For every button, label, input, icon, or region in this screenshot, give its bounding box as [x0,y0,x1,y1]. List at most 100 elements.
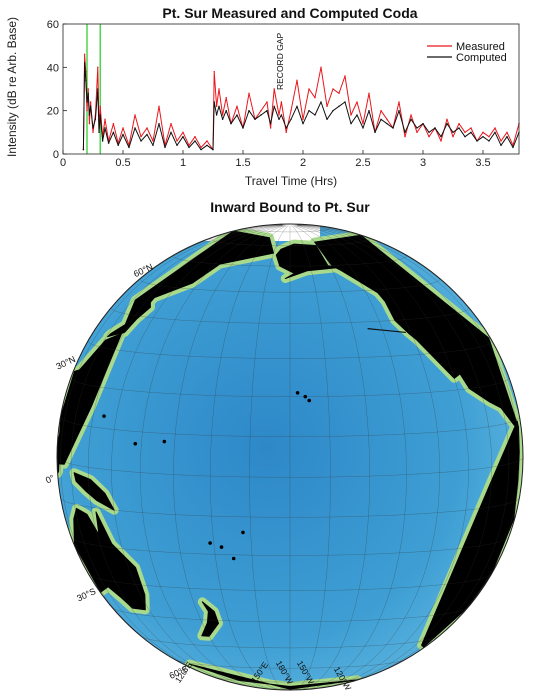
latitude-label: 30°N [54,354,76,372]
longitude-line [173,225,286,690]
ray-path [367,328,406,334]
data-point [356,101,358,103]
y-tick-label: 40 [47,62,59,74]
data-point [128,146,130,149]
data-point [221,114,224,116]
data-point [170,131,172,134]
data-point [410,114,412,116]
data-point [362,127,364,129]
latitude-line [220,574,492,591]
data-point [410,118,412,121]
data-point [285,127,287,129]
data-point [285,131,287,134]
record-gap-annotation: RECORD GAP [275,33,285,90]
longitude-line [249,225,289,690]
data-point [280,101,283,103]
island [231,556,236,561]
data-point [266,109,268,112]
data-point [269,122,272,125]
data-point [512,146,514,149]
x-tick-label: 3.5 [475,157,490,169]
data-point [218,105,220,108]
data-point [314,96,316,99]
latitude-line [215,377,510,397]
data-point [386,118,388,121]
data-point [215,114,218,116]
island [133,441,138,446]
data-point [458,127,460,129]
land-antarctica [188,663,359,690]
data-point [215,105,218,108]
data-point [296,105,298,108]
data-point [326,105,328,108]
data-point [182,131,184,134]
data-point [308,109,310,112]
latitude-line [210,237,263,246]
data-point [94,118,97,121]
data-point [88,114,91,116]
data-point [88,122,91,125]
data-point [428,135,430,138]
x-tick-label: 1 [180,157,186,169]
data-point [368,92,370,95]
land-asia [57,230,274,465]
data-point [158,105,160,108]
data-point [302,118,304,121]
latitude-line [141,636,239,648]
longitude-line [296,225,469,689]
x-tick-label: 2.5 [355,157,370,169]
data-point [273,88,275,90]
x-axis-label: Travel Time (Hrs) [245,174,337,188]
data-point [89,101,92,103]
coda-chart: 0 0.5 1 1.5 2 2.5 3 3.5 0 20 40 60 Travel Time (Hrs)… [5,17,520,188]
data-point [506,135,508,138]
data-point [254,118,256,121]
globe [57,224,523,690]
data-point [458,122,460,125]
island [307,398,312,403]
data-point [500,140,502,142]
land-philippines [63,388,73,434]
data-point [86,109,88,112]
latitude-line [238,278,440,293]
latitude-line [250,254,407,267]
data-point [122,127,124,129]
data-point [158,122,160,125]
data-point [194,140,196,142]
data-point [218,88,220,90]
latitude-line [173,254,251,266]
latitude-line [88,574,222,590]
data-point [350,122,352,125]
data-point [176,144,178,147]
data-point [134,114,136,116]
data-point [164,146,166,149]
land-alaska [275,243,338,279]
data-point [213,70,215,73]
chart-title: Pt. Sur Measured and Computed Coda [162,5,418,21]
data-point [112,131,115,134]
data-point [290,118,292,121]
island [295,390,300,395]
series-computed [82,62,520,151]
latitude-line [228,607,468,622]
data-point [194,135,196,138]
latitude-line [220,340,492,359]
data-point [99,105,101,108]
latitude-line [262,237,370,246]
data-point [476,140,478,142]
data-point [344,75,346,77]
data-point [278,114,280,116]
data-point [152,140,154,142]
longitude-line [70,225,283,683]
latitude-line [70,377,216,396]
data-point [260,109,262,112]
data-point [140,135,142,138]
y-tick-label: 60 [47,19,59,31]
data-point [206,140,208,142]
data-point [212,148,214,151]
latitude-line [228,306,469,324]
data-point [89,105,92,108]
data-point [488,140,490,142]
